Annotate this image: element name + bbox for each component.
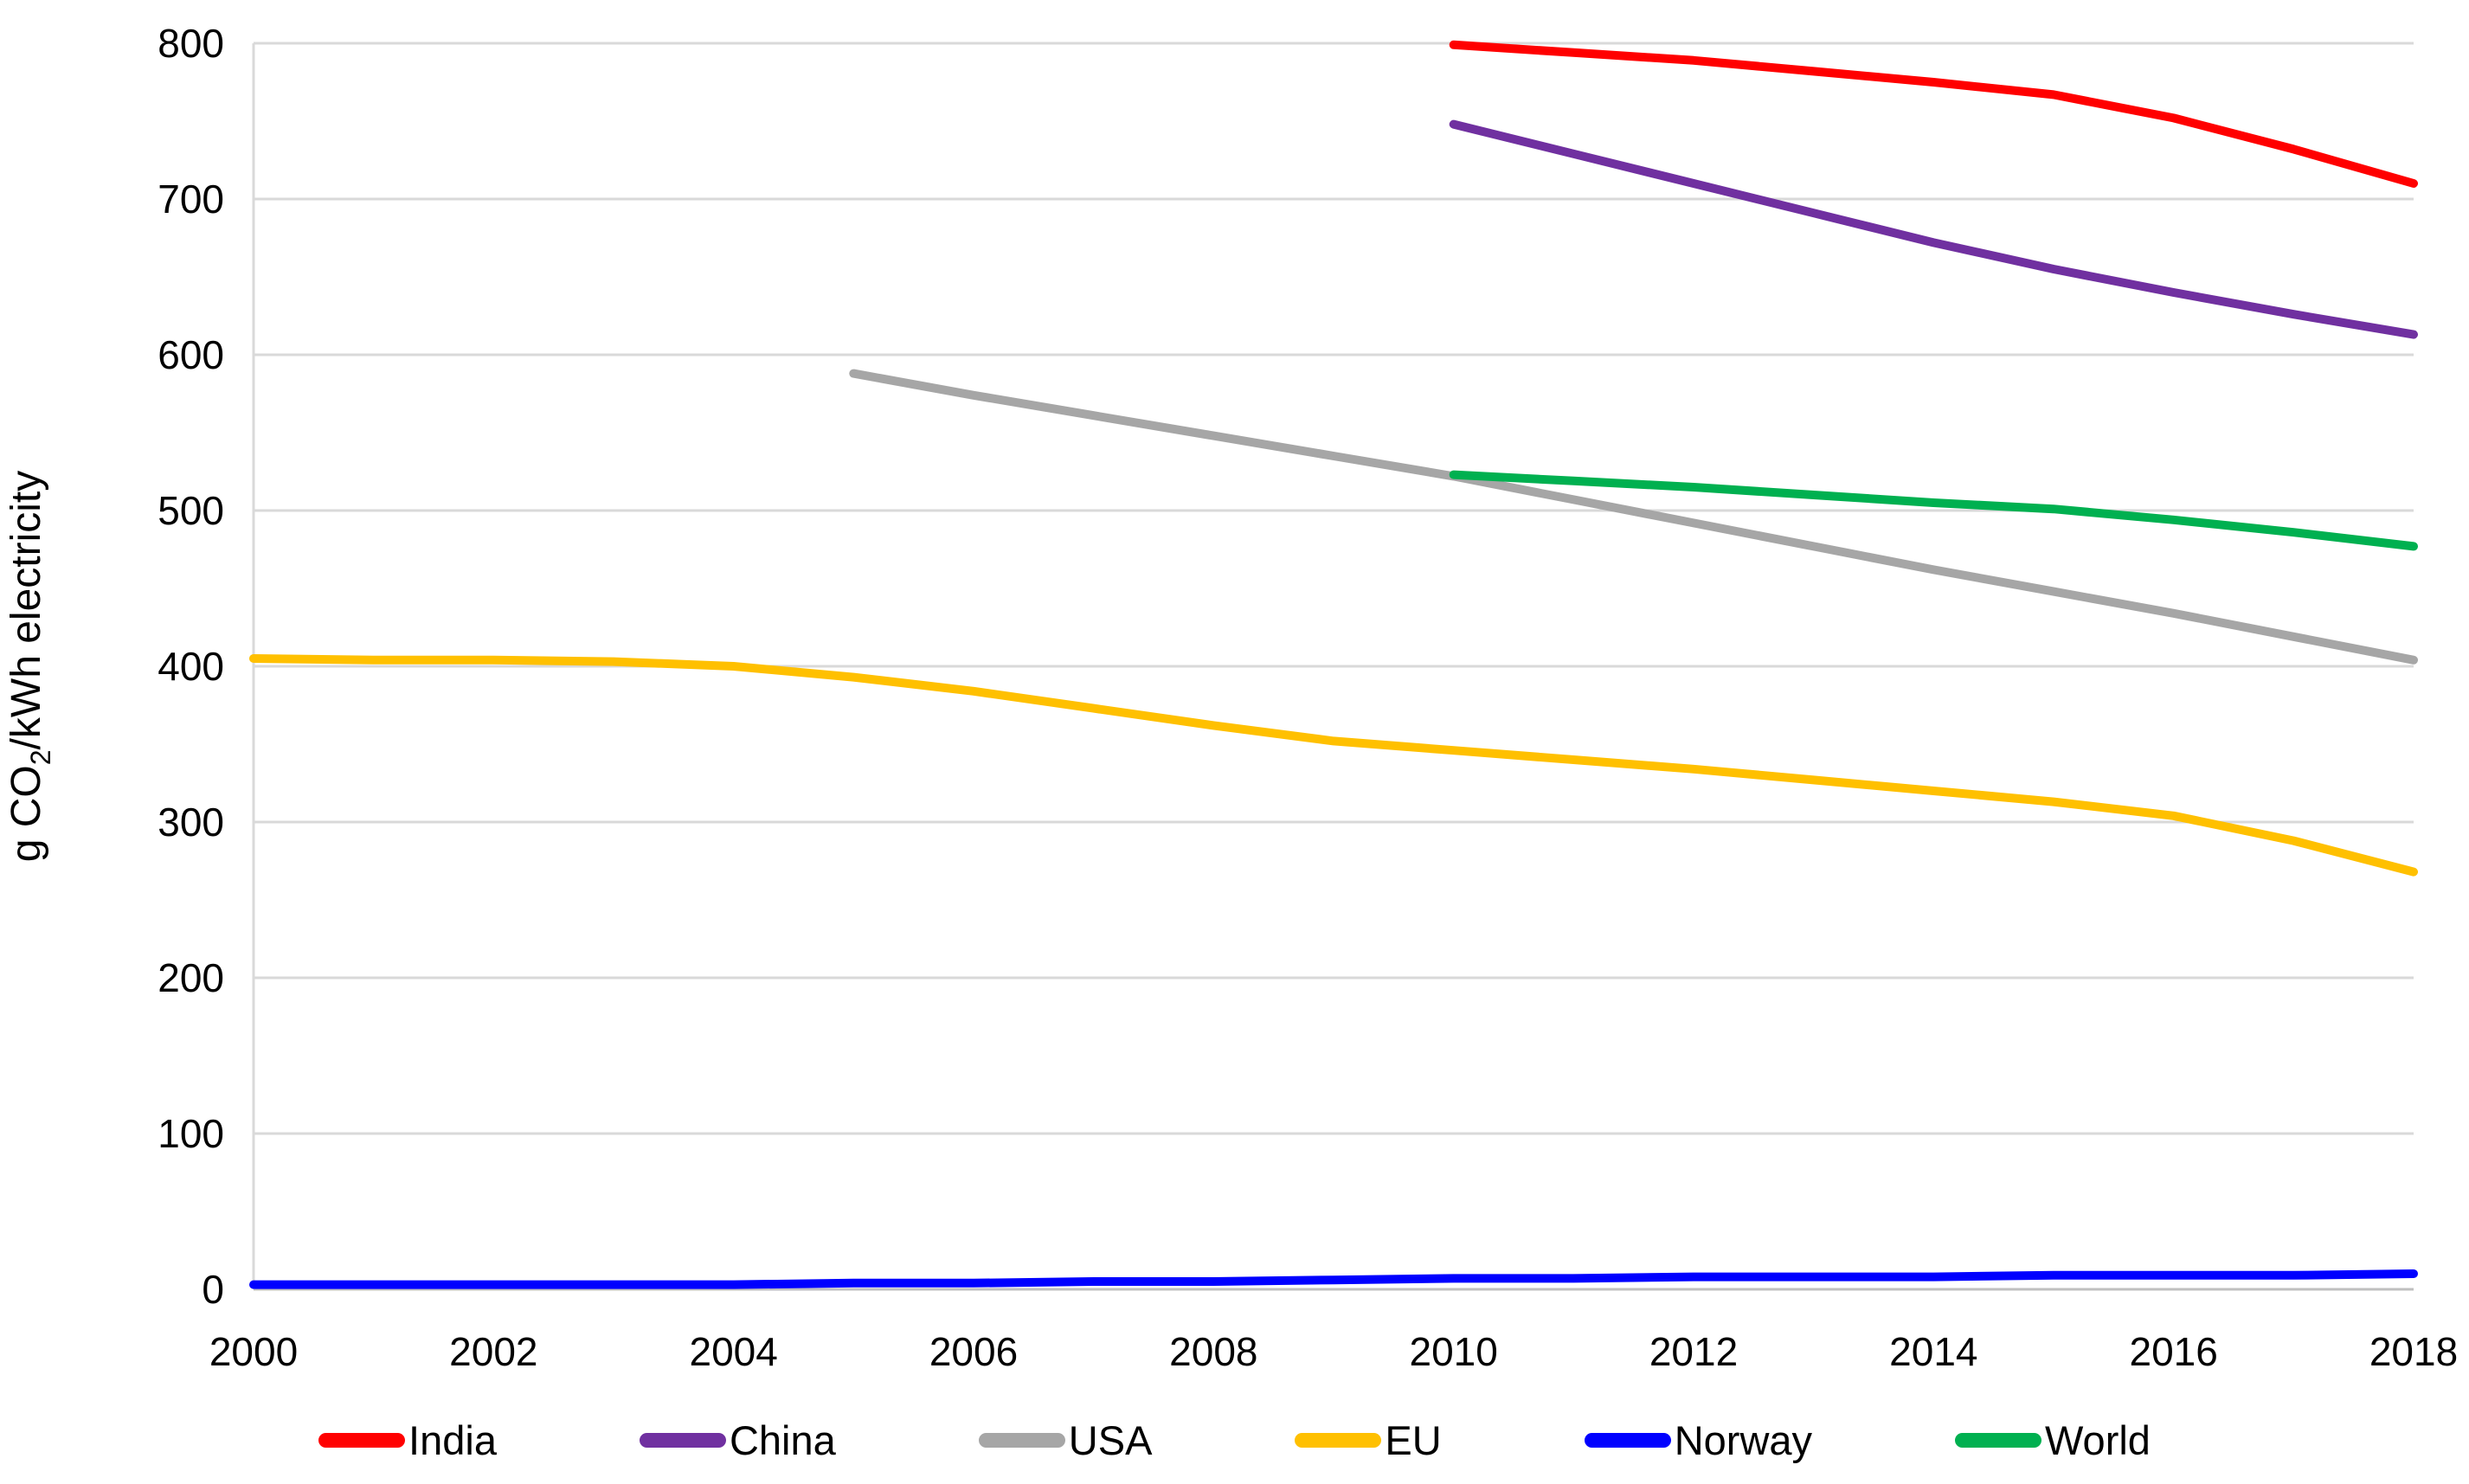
x-tick-label: 2006 xyxy=(929,1329,1018,1374)
x-tick-label: 2014 xyxy=(1889,1329,1977,1374)
series-line-india xyxy=(1449,40,2418,188)
y-tick-label: 500 xyxy=(158,488,224,533)
series-group xyxy=(249,40,2418,1289)
series-line-usa xyxy=(849,369,2418,665)
legend-item-usa: USA xyxy=(978,1417,1153,1463)
y-tick-label: 300 xyxy=(158,800,224,845)
chart-legend: India China USA EU Norway World xyxy=(0,1400,2469,1480)
y-tick-label: 800 xyxy=(158,21,224,66)
y-tick-label: 400 xyxy=(158,644,224,689)
legend-label-world: World xyxy=(2045,1417,2151,1463)
y-axis-title: g CO2/kWh electricity xyxy=(3,471,56,863)
x-tick-label: 2016 xyxy=(2129,1329,2217,1374)
x-tick-label: 2008 xyxy=(1169,1329,1257,1374)
legend-label-norway: Norway xyxy=(1674,1417,1813,1463)
legend-label-eu: EU xyxy=(1385,1417,1442,1463)
x-tick-label: 2004 xyxy=(689,1329,777,1374)
legend-item-norway: Norway xyxy=(1584,1417,1813,1463)
y-tick-labels-group: 0 100 200 300 400 500 600 700 800 xyxy=(158,21,224,1312)
legend-swatch-usa xyxy=(978,1432,1065,1448)
x-tick-label: 2010 xyxy=(1409,1329,1497,1374)
y-tick-label: 600 xyxy=(158,332,224,377)
legend-swatch-india xyxy=(318,1432,406,1448)
gridlines-group xyxy=(254,42,2414,1291)
legend-item-china: China xyxy=(639,1417,836,1463)
legend-swatch-china xyxy=(639,1432,726,1448)
series-line-eu xyxy=(249,654,2418,877)
x-tick-label: 2012 xyxy=(1649,1329,1738,1374)
x-tick-label: 2000 xyxy=(209,1329,298,1374)
legend-swatch-norway xyxy=(1584,1432,1671,1448)
legend-swatch-world xyxy=(1955,1432,2042,1448)
series-line-world xyxy=(1449,470,2418,551)
legend-item-eu: EU xyxy=(1295,1417,1442,1463)
legend-label-usa: USA xyxy=(1068,1417,1153,1463)
series-line-norway xyxy=(249,1269,2418,1289)
legend-item-world: World xyxy=(1955,1420,2151,1461)
x-tick-label: 2002 xyxy=(449,1329,537,1374)
y-tick-label: 0 xyxy=(202,1267,224,1312)
legend-swatch-eu xyxy=(1295,1432,1382,1448)
y-tick-label: 200 xyxy=(158,955,224,1000)
x-tick-labels-group: 2000 2002 2004 2006 2008 2010 2012 2014 2016 2018 xyxy=(209,1329,2458,1374)
legend-label-china: China xyxy=(729,1417,836,1463)
y-tick-label: 700 xyxy=(158,177,224,222)
series-line-china xyxy=(1449,119,2418,339)
x-tick-label: 2018 xyxy=(2369,1329,2458,1374)
legend-item-india: India xyxy=(318,1420,497,1461)
y-tick-label: 100 xyxy=(158,1111,224,1156)
legend-label-india: India xyxy=(408,1417,497,1463)
